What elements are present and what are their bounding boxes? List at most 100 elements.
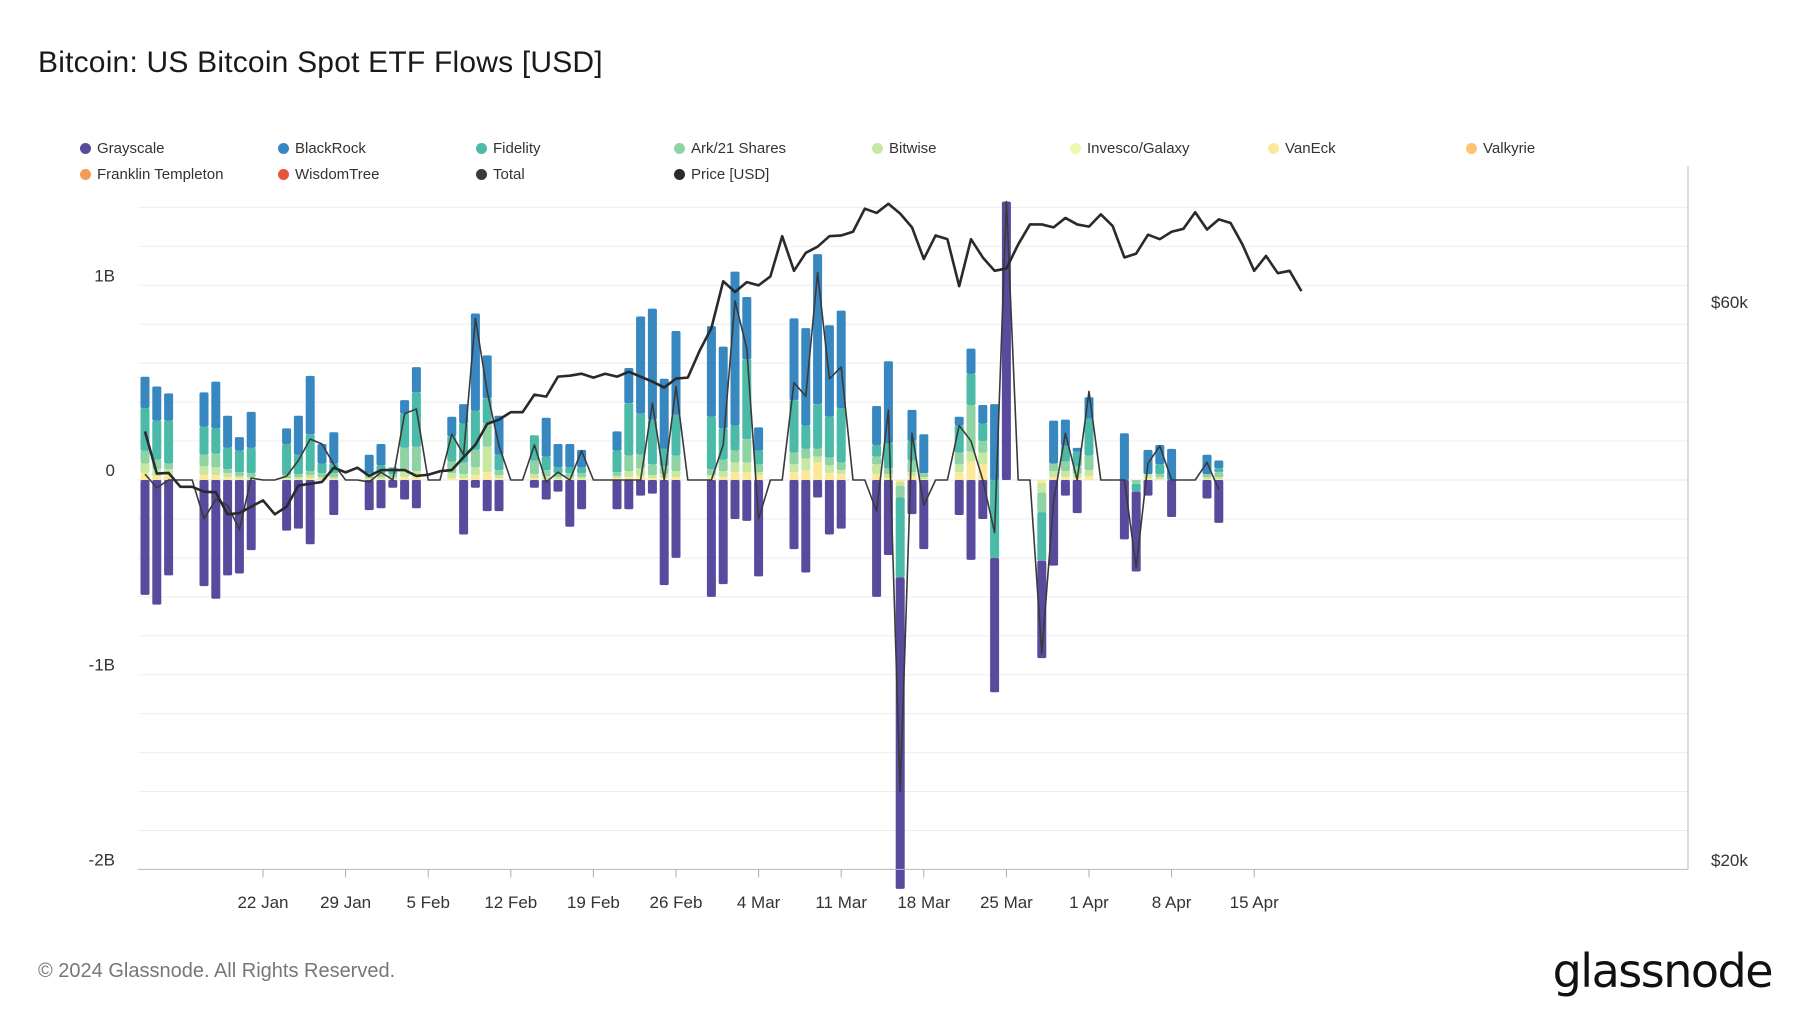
bar-blackrock bbox=[647, 308, 657, 420]
legend-dot-blackrock bbox=[278, 143, 289, 154]
bar-grayscale bbox=[459, 480, 469, 535]
bar-bitwise bbox=[529, 474, 539, 479]
y2-tick-label: $60k bbox=[1711, 293, 1748, 312]
bar-grayscale bbox=[836, 480, 846, 529]
y-tick-label: -2B bbox=[89, 850, 115, 869]
legend-item-bitwise[interactable]: Bitwise bbox=[872, 140, 937, 157]
bar-bitwise bbox=[966, 451, 976, 462]
bar-other bbox=[813, 462, 823, 480]
bar-ark bbox=[199, 454, 209, 467]
bar-ark bbox=[494, 470, 504, 476]
bar-fidelity bbox=[671, 414, 681, 456]
bar-blackrock bbox=[305, 375, 315, 435]
bar-bitwise bbox=[706, 475, 716, 478]
bar-ark bbox=[907, 460, 917, 473]
x-tick-label: 1 Apr bbox=[1069, 893, 1109, 912]
bar-ark bbox=[966, 405, 976, 452]
legend-label: Franklin Templeton bbox=[97, 166, 224, 183]
bar-fidelity bbox=[836, 407, 846, 463]
bar-fidelity bbox=[411, 392, 421, 447]
bar-blackrock bbox=[482, 355, 492, 399]
bar-ark bbox=[1084, 455, 1094, 471]
legend-item-fidelity[interactable]: Fidelity bbox=[476, 140, 541, 157]
bar-fidelity bbox=[223, 447, 233, 470]
bar-blackrock bbox=[872, 406, 882, 445]
legend-item-invesco-galaxy[interactable]: Invesco/Galaxy bbox=[1070, 140, 1190, 157]
legend-item-price[interactable]: Price [USD] bbox=[674, 166, 769, 183]
bar-blackrock bbox=[329, 432, 339, 464]
bar-bitwise bbox=[1084, 470, 1094, 477]
bar-ark bbox=[470, 449, 480, 468]
bar-other bbox=[329, 479, 339, 480]
bar-ark bbox=[730, 450, 740, 463]
bar-blackrock bbox=[494, 415, 504, 455]
bar-blackrock bbox=[234, 437, 244, 451]
bar-other bbox=[282, 479, 292, 480]
bar-blackrock bbox=[1049, 420, 1059, 464]
bar-grayscale bbox=[388, 480, 398, 488]
bar-fidelity bbox=[541, 456, 551, 471]
bar-blackrock bbox=[801, 328, 811, 426]
legend-label: Fidelity bbox=[493, 140, 541, 157]
legend-item-franklin-templeton[interactable]: Franklin Templeton bbox=[80, 166, 223, 183]
bar-other bbox=[671, 477, 681, 480]
bar-other bbox=[140, 473, 150, 480]
bar-bitwise bbox=[1049, 471, 1059, 478]
bar-ark bbox=[211, 453, 221, 468]
legend-item-total[interactable]: Total bbox=[476, 166, 525, 183]
grid-lines bbox=[138, 206, 1688, 870]
bar-grayscale bbox=[1131, 491, 1141, 572]
bar-fidelity bbox=[211, 428, 221, 454]
bar-fidelity bbox=[164, 420, 174, 464]
x-tick-label: 26 Feb bbox=[650, 893, 703, 912]
bar-grayscale bbox=[1072, 480, 1082, 514]
y-tick-label: 1B bbox=[94, 266, 115, 285]
bar-ark bbox=[577, 473, 587, 478]
x-tick-label: 15 Apr bbox=[1230, 893, 1279, 912]
legend-item-ark[interactable]: Ark/21 Shares bbox=[674, 140, 786, 157]
bar-fidelity bbox=[824, 416, 834, 458]
legend-item-grayscale[interactable]: Grayscale bbox=[80, 140, 165, 157]
x-tick-label: 18 Mar bbox=[897, 893, 950, 912]
x-tick-label: 12 Feb bbox=[484, 893, 537, 912]
legend-dot-franklin-templeton bbox=[80, 169, 91, 180]
line-series bbox=[143, 200, 1303, 793]
bar-fidelity bbox=[872, 444, 882, 457]
x-tick-label: 11 Mar bbox=[815, 893, 867, 912]
bar-fidelity bbox=[883, 443, 893, 469]
bar-grayscale bbox=[1060, 480, 1070, 496]
bar-ark bbox=[529, 460, 539, 475]
bar-blackrock bbox=[152, 386, 162, 421]
bar-other bbox=[1084, 476, 1094, 480]
bar-other bbox=[836, 474, 846, 480]
bar-fidelity bbox=[494, 454, 504, 471]
legend-item-vaneck[interactable]: VanEck bbox=[1268, 140, 1336, 157]
bar-ark bbox=[1037, 492, 1047, 513]
legend-item-valkyrie[interactable]: Valkyrie bbox=[1466, 140, 1535, 157]
bar-other bbox=[1155, 479, 1165, 480]
total-line bbox=[144, 200, 1220, 793]
bar-bitwise bbox=[718, 471, 728, 478]
bar-ark bbox=[329, 473, 339, 478]
bar-bitwise bbox=[234, 476, 244, 479]
bar-bitwise bbox=[647, 475, 657, 479]
bar-bitwise bbox=[400, 471, 410, 478]
bar-grayscale bbox=[553, 480, 563, 492]
bar-blackrock bbox=[282, 428, 292, 444]
bar-bitwise bbox=[282, 478, 292, 480]
bar-blackrock bbox=[919, 434, 929, 474]
bar-bitwise bbox=[494, 475, 504, 479]
bar-blackrock bbox=[376, 443, 386, 466]
bar-other bbox=[152, 476, 162, 480]
bar-bitwise bbox=[883, 474, 893, 479]
bar-ark bbox=[872, 456, 882, 465]
bar-blackrock bbox=[612, 431, 622, 451]
legend-item-blackrock[interactable]: BlackRock bbox=[278, 140, 366, 157]
bar-grayscale bbox=[1214, 480, 1224, 523]
bar-ark bbox=[411, 446, 421, 472]
chart-title: Bitcoin: US Bitcoin Spot ETF Flows [USD] bbox=[38, 46, 603, 79]
bar-blackrock bbox=[1119, 433, 1129, 480]
legend-item-wisdomtree[interactable]: WisdomTree bbox=[278, 166, 379, 183]
bar-grayscale bbox=[411, 480, 421, 509]
